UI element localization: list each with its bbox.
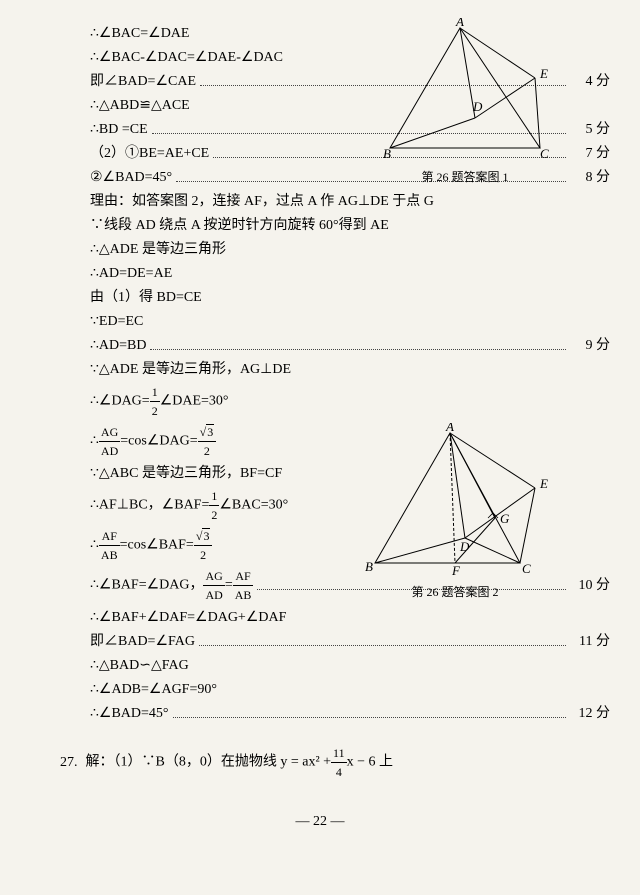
figure-2: A B C D E F G 第 26 题答案图 2 [360, 423, 550, 601]
figure-1-svg: A B C D E [375, 18, 555, 168]
proof-line: ∴AD=BD 9 分 [90, 335, 610, 356]
proof-text: ∴BD =CE [90, 119, 148, 140]
proof-text: （2）①BE=AE+CE [90, 143, 209, 164]
proof-line: ∵ED=EC [90, 311, 610, 332]
proof-text: ∴AD=BD [90, 335, 146, 356]
proof-line: ∴AD=DE=AE [90, 263, 610, 284]
svg-text:E: E [539, 66, 548, 81]
line-bad-fag: 即∠BAD=∠FAG 11 分 [90, 631, 610, 652]
svg-text:D: D [472, 99, 483, 114]
proof-text: 理由：如答案图 2，连接 AF，过点 A 作 AG⊥DE 于点 G [90, 191, 434, 212]
line-dag: ∴∠DAG=12∠DAE=30° [90, 383, 610, 420]
proof-line: 由（1）得 BD=CE [90, 287, 610, 308]
svg-text:G: G [500, 511, 510, 526]
svg-text:B: B [383, 146, 391, 161]
score-label: 8 分 [570, 167, 610, 188]
proof-text: ②∠BAD=45° [90, 167, 172, 188]
q27-label: 27. [60, 752, 78, 773]
score-label: 7 分 [570, 143, 610, 164]
figure-2-svg: A B C D E F G [360, 423, 550, 583]
proof-text: 由（1）得 BD=CE [90, 287, 202, 308]
svg-text:B: B [365, 559, 373, 574]
proof-text: ∵线段 AD 绕点 A 按逆时针方向旋转 60°得到 AE [90, 215, 389, 236]
svg-text:D: D [459, 539, 470, 554]
proof-text: ∴∠BAC=∠DAE [90, 23, 189, 44]
svg-text:A: A [445, 423, 454, 434]
svg-text:C: C [522, 561, 531, 576]
svg-text:A: A [455, 18, 464, 29]
proof-line: 理由：如答案图 2，连接 AF，过点 A 作 AG⊥DE 于点 G [90, 191, 610, 212]
score-label: 5 分 [570, 119, 610, 140]
question-27: 27. 解：（1）∵B（8，0）在抛物线 y = ax² +114x − 6 上 [60, 744, 610, 781]
proof-line: ∵△ADE 是等边三角形，AG⊥DE [90, 359, 610, 380]
proof-text: ∵△ADE 是等边三角形，AG⊥DE [90, 359, 291, 380]
score-12: 12 分 [570, 703, 610, 724]
figure-1: A B C D E 第 26 题答案图 1 [375, 18, 555, 186]
svg-text:C: C [540, 146, 549, 161]
score-label: 4 分 [570, 71, 610, 92]
proof-text: ∴AD=DE=AE [90, 263, 172, 284]
figure-2-caption: 第 26 题答案图 2 [360, 583, 550, 601]
proof-text: ∴∠BAC-∠DAC=∠DAE-∠DAC [90, 47, 283, 68]
line-baf-daf: ∴∠BAF+∠DAF=∠DAG+∠DAF [90, 607, 610, 628]
proof-line: ∵线段 AD 绕点 A 按逆时针方向旋转 60°得到 AE [90, 215, 610, 236]
svg-text:E: E [539, 476, 548, 491]
page-number: — 22 — [30, 811, 610, 832]
score-11: 11 分 [570, 631, 610, 652]
proof-text: 即∠BAD=∠CAE [90, 71, 196, 92]
page-content: A B C D E 第 26 题答案图 1 A B C D E F [30, 23, 610, 832]
proof-text: ∴△ADE 是等边三角形 [90, 239, 226, 260]
line-bad45: ∴∠BAD=45° 12 分 [90, 703, 610, 724]
line-adb: ∴∠ADB=∠AGF=90° [90, 679, 610, 700]
proof-text: ∴△ABD≌△ACE [90, 95, 190, 116]
line-sim: ∴△BAD∽△FAG [90, 655, 610, 676]
svg-text:F: F [451, 563, 461, 578]
figure-1-caption: 第 26 题答案图 1 [375, 168, 555, 186]
proof-text: ∵ED=EC [90, 311, 143, 332]
proof-line: ∴△ADE 是等边三角形 [90, 239, 610, 260]
score-10: 10 分 [570, 575, 610, 596]
score-label: 9 分 [570, 335, 610, 356]
